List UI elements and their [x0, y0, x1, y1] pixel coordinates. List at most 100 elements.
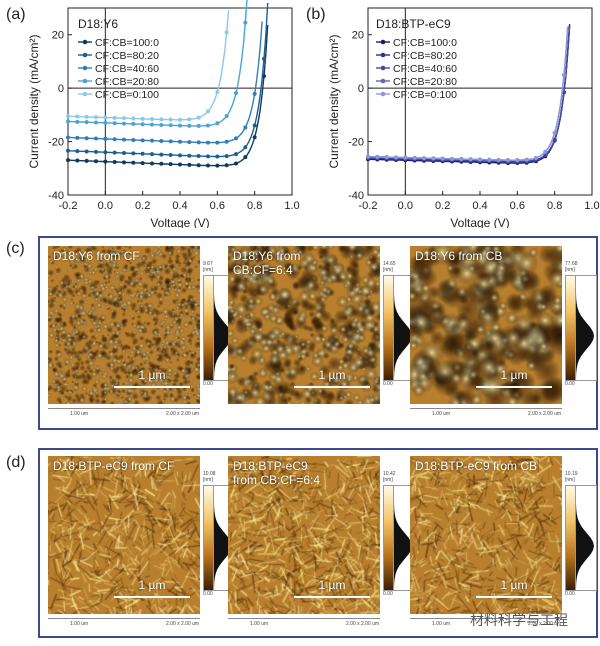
y-tick-label: -20: [48, 137, 64, 149]
legend-entry: CF:CB=20:80: [95, 76, 159, 88]
legend-marker: [82, 65, 88, 71]
data-point: [122, 151, 126, 156]
data-point: [94, 149, 98, 154]
data-point: [84, 136, 89, 141]
data-point: [150, 117, 154, 122]
x-tick-label: 0.6: [210, 200, 225, 212]
panel-label-c: (c): [6, 240, 25, 257]
x-axis-label: Voltage (V): [450, 216, 509, 228]
legend-entry: CF:CB=100:0: [393, 37, 457, 49]
data-point: [103, 159, 108, 164]
data-point: [243, 125, 248, 130]
afm-title: D18:Y6 from CF: [53, 249, 140, 263]
data-point: [187, 117, 192, 122]
x-axis-label: Voltage (V): [150, 216, 209, 228]
data-point: [131, 160, 136, 165]
legend-entry: CF:CB=0:100: [393, 89, 457, 101]
scale-bar-label: 1 µm: [500, 578, 528, 592]
histogram-shape: [214, 486, 232, 590]
jv-chart-b: -0.2 0.0 0.2 0.4 0.6 0.8 1.0 -40 -20 0 20 Voltage (…: [327, 7, 600, 228]
scale-bar-label: 1 µm: [138, 368, 166, 382]
x-tick-label: 1.0: [284, 200, 299, 212]
data-point: [552, 130, 557, 135]
data-point: [75, 135, 80, 140]
data-point: [524, 157, 529, 162]
histogram-shape: [394, 486, 412, 590]
afm-title: D18:Y6 from CB:CF=6:4: [233, 249, 301, 277]
panel-label-a: (a): [6, 6, 26, 23]
x-tick-label: 0.8: [547, 200, 562, 212]
data-point: [252, 135, 257, 140]
legend-marker: [380, 39, 386, 45]
data-point: [440, 156, 445, 161]
scale-bar: [476, 386, 552, 388]
x-tick-label: 0.0: [398, 200, 413, 212]
data-point: [543, 149, 548, 154]
data-point: [112, 121, 117, 126]
data-point: [234, 152, 238, 157]
afm-panel-d: [38, 448, 598, 638]
data-point: [206, 140, 210, 145]
data-point: [215, 163, 220, 168]
chart-title: D18:Y6: [78, 17, 118, 31]
data-point: [562, 72, 566, 77]
data-point: [459, 157, 464, 162]
data-point: [215, 154, 220, 159]
data-point: [478, 157, 482, 162]
y-axis-label: Current density (mA/cm²): [327, 34, 341, 168]
data-point: [75, 149, 80, 154]
data-point: [94, 159, 98, 164]
data-point: [394, 155, 398, 160]
data-point: [215, 90, 220, 95]
x-tick-label: 0.8: [247, 200, 262, 212]
histogram-shape: [394, 276, 412, 380]
data-point: [159, 139, 164, 144]
color-scale-bar: 10.19 [nm] 0.00: [565, 471, 597, 599]
scale-bar: [294, 596, 370, 598]
data-point: [94, 136, 98, 141]
data-point: [562, 90, 566, 95]
legend-marker: [82, 78, 88, 84]
data-point: [234, 91, 238, 96]
x-tick-label: 0.6: [510, 200, 525, 212]
data-point: [66, 148, 70, 153]
data-point: [168, 117, 173, 122]
data-point: [131, 121, 136, 126]
data-point: [196, 123, 201, 128]
data-point: [543, 152, 548, 157]
data-point: [206, 154, 210, 159]
histogram-shape: [214, 276, 232, 380]
afm-axis-label-right: 2.00 x 2.00 um: [528, 621, 562, 627]
data-point: [252, 91, 257, 96]
data-point: [196, 163, 201, 168]
legend-marker: [380, 65, 386, 71]
legend-marker: [380, 52, 386, 58]
color-scale-bar: 10.42 [nm] 0.00: [383, 471, 415, 599]
data-point: [431, 156, 436, 161]
data-point: [140, 116, 145, 121]
color-scale-max: 77.68 [nm]: [565, 261, 578, 273]
afm-axis-label-right: 2.00 x 2.00 um: [346, 621, 380, 627]
data-point: [150, 161, 154, 166]
data-point: [178, 123, 182, 128]
data-point: [215, 121, 220, 126]
d-afm-image-3: D18:BTP-eC9 from CB 1 µm: [410, 456, 562, 614]
scale-bar: [114, 386, 190, 388]
color-scale-min: 0.00: [565, 381, 575, 387]
data-point: [66, 135, 70, 140]
x-tick-label: 0.0: [98, 200, 113, 212]
data-point: [140, 138, 145, 143]
y-tick-label: 20: [52, 30, 64, 42]
series-line: [68, 21, 263, 144]
data-point: [112, 115, 117, 120]
data-point: [112, 150, 117, 155]
data-point: [94, 120, 98, 125]
y-tick-label: -40: [348, 190, 364, 202]
data-point: [112, 159, 117, 164]
histogram-shape: [576, 276, 594, 380]
x-tick-label: -0.2: [359, 200, 378, 212]
data-point: [150, 138, 154, 143]
legend-entry: CF:CB=0:100: [95, 89, 159, 101]
data-point: [506, 158, 510, 163]
color-scale-max: 9.67 [nm]: [203, 261, 213, 273]
